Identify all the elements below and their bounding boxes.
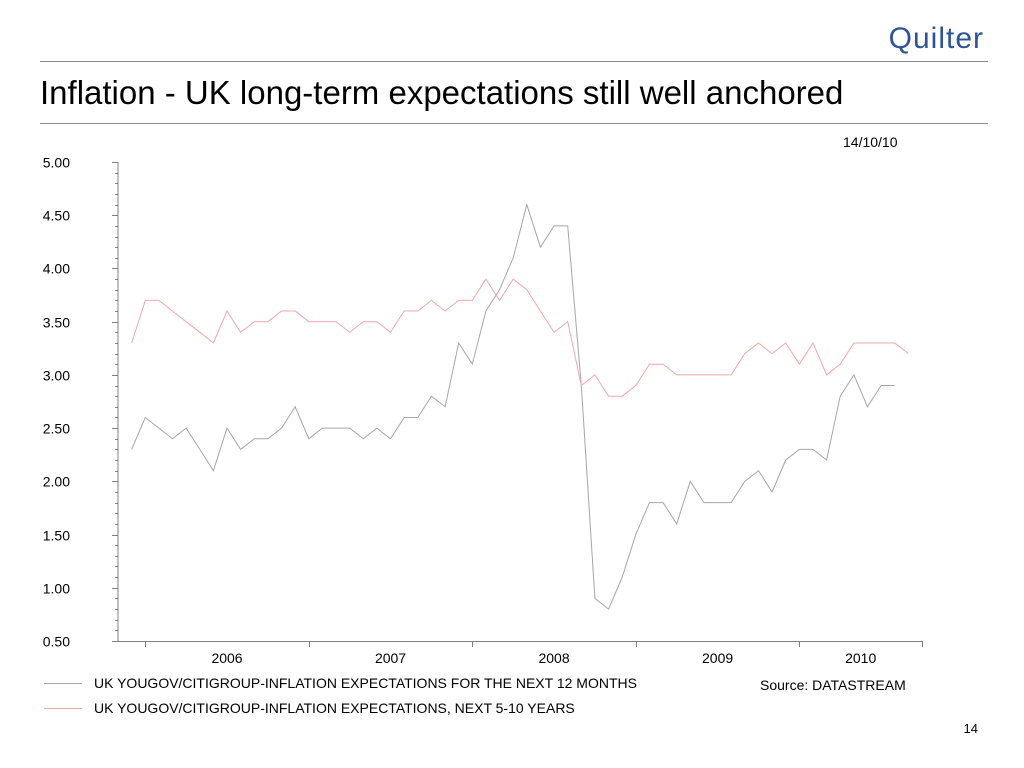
legend-swatch-short-term (44, 682, 82, 684)
x-axis: 2006 2007 2008 2009 2010 (118, 641, 923, 666)
x-tick-label: 2007 (375, 650, 406, 666)
series-line-long-term (131, 278, 909, 397)
y-axis: 5.00 4.50 4.00 3.50 3.00 2.50 2.00 1.50 1.00 0.50 (43, 155, 119, 650)
page-number: 14 (963, 721, 978, 736)
series-line-short-term (131, 202, 895, 610)
y-tick-label: 3.00 (43, 368, 70, 384)
legend-label-long-term: UK YOUGOV/CITIGROUP-INFLATION EXPECTATIO… (94, 700, 575, 716)
y-tick-label: 3.50 (43, 315, 70, 331)
quilter-logo: Quilter (888, 22, 984, 55)
y-tick-label: 4.00 (43, 261, 70, 277)
x-tick-label: 2008 (538, 650, 569, 666)
x-tick-label: 2010 (845, 650, 876, 666)
y-tick-label: 2.50 (43, 421, 70, 437)
y-tick-label: 4.50 (43, 208, 70, 224)
y-tick-label: 0.50 (43, 634, 70, 650)
header-rule-top (40, 61, 988, 62)
slide-title: Inflation - UK long-term expectations st… (40, 74, 844, 111)
y-tick-label: 1.50 (43, 528, 70, 544)
x-tick-label: 2006 (211, 650, 242, 666)
series-layer (131, 202, 909, 610)
x-tick-label: 2009 (702, 650, 733, 666)
legend-item-long-term: UK YOUGOV/CITIGROUP-INFLATION EXPECTATIO… (44, 700, 575, 716)
legend-swatch-long-term (44, 707, 82, 709)
legend-item-short-term: UK YOUGOV/CITIGROUP-INFLATION EXPECTATIO… (44, 675, 637, 691)
header-rule-bottom (40, 123, 988, 124)
y-tick-label: 2.00 (43, 474, 70, 490)
date-stamp: 14/10/10 (843, 134, 898, 150)
source-note: Source: DATASTREAM (760, 677, 906, 693)
y-tick-label: 5.00 (43, 155, 70, 171)
legend-label-short-term: UK YOUGOV/CITIGROUP-INFLATION EXPECTATIO… (94, 675, 637, 691)
y-tick-label: 1.00 (43, 581, 70, 597)
